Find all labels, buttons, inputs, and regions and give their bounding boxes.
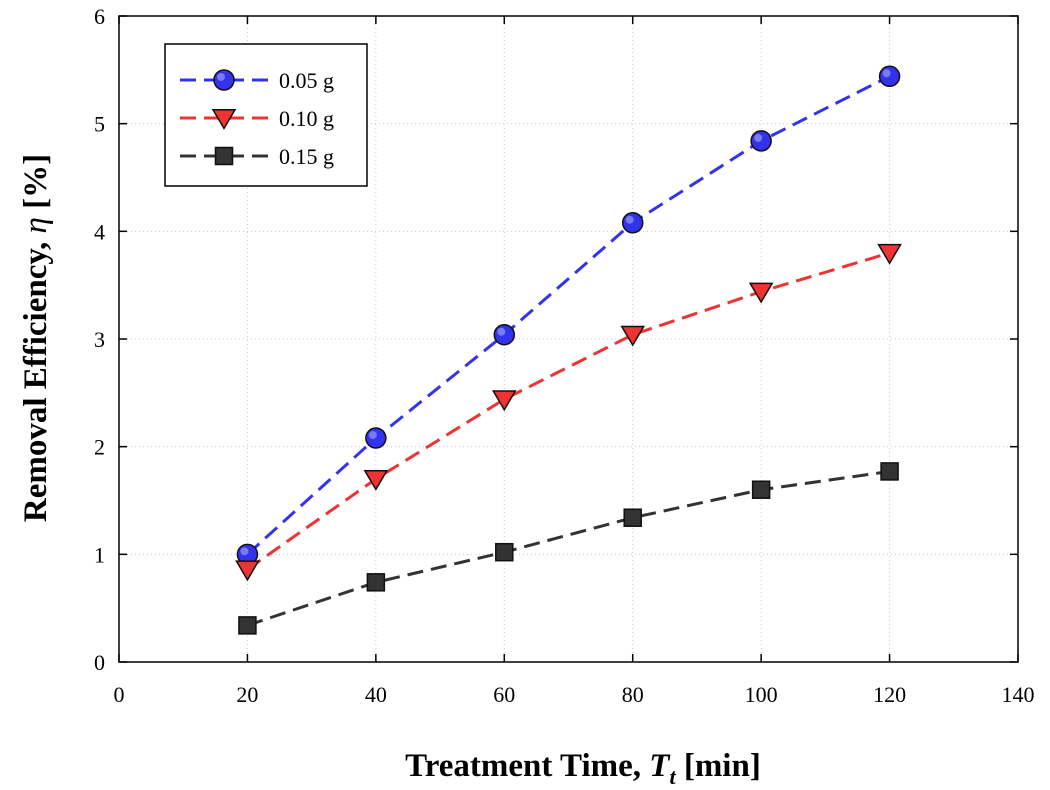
x-tick-label: 20 bbox=[236, 682, 258, 707]
marker-highlight bbox=[882, 69, 891, 78]
legend-label: 0.15 g bbox=[279, 144, 334, 169]
y-tick-label: 2 bbox=[94, 435, 105, 460]
data-point bbox=[235, 560, 260, 582]
x-tick-label: 40 bbox=[365, 682, 387, 707]
marker-shape bbox=[621, 211, 644, 234]
x-tick-label: 80 bbox=[622, 682, 644, 707]
marker-highlight bbox=[625, 215, 634, 224]
data-point bbox=[877, 243, 902, 265]
y-tick-label: 6 bbox=[94, 4, 105, 29]
series-line bbox=[246, 74, 891, 556]
series-0.05g bbox=[236, 65, 901, 566]
legend-item: 0.15 g bbox=[180, 144, 334, 169]
y-tick-label: 0 bbox=[94, 650, 105, 675]
y-axis-title-main: Removal Efficiency, bbox=[18, 233, 54, 522]
marker-shape bbox=[365, 427, 387, 449]
legend-marker bbox=[214, 146, 234, 166]
data-point bbox=[493, 323, 516, 346]
data-point bbox=[751, 480, 771, 499]
data-point bbox=[363, 469, 389, 491]
legend-item: 0.05 g bbox=[180, 68, 334, 93]
legend-label: 0.05 g bbox=[279, 68, 334, 93]
y-tick-label: 4 bbox=[94, 219, 105, 244]
legend-marker bbox=[213, 69, 235, 91]
x-tick-label: 0 bbox=[114, 682, 125, 707]
data-point bbox=[621, 211, 644, 234]
marker-highlight bbox=[497, 327, 506, 336]
series-layer bbox=[235, 65, 902, 635]
data-point bbox=[366, 573, 386, 592]
x-axis-title-variable: T bbox=[649, 748, 671, 784]
marker-shape bbox=[493, 323, 516, 346]
x-tick-label: 60 bbox=[493, 682, 515, 707]
x-axis-title-unit: [min] bbox=[676, 748, 761, 784]
legend-box bbox=[164, 43, 368, 187]
marker-shape bbox=[213, 69, 235, 91]
marker-highlight bbox=[217, 73, 225, 81]
data-point bbox=[880, 462, 899, 481]
series-0.10g bbox=[235, 243, 902, 582]
legend-item: 0.10 g bbox=[180, 106, 334, 131]
data-point bbox=[238, 616, 257, 635]
x-axis-title-main: Treatment Time, bbox=[405, 748, 649, 784]
x-axis-title-subscript: t bbox=[669, 764, 676, 789]
x-tick-label: 120 bbox=[873, 682, 906, 707]
data-point bbox=[620, 325, 646, 347]
y-tick-label: 3 bbox=[94, 327, 105, 352]
y-axis-title-unit: [%] bbox=[18, 154, 54, 217]
y-axis-title-variable: η bbox=[18, 217, 54, 233]
data-point bbox=[878, 65, 901, 88]
data-point bbox=[236, 543, 259, 566]
marker-highlight bbox=[754, 133, 763, 142]
data-point bbox=[491, 390, 517, 412]
y-tick-label: 5 bbox=[94, 112, 105, 137]
data-point bbox=[365, 427, 387, 449]
series-line bbox=[246, 469, 890, 627]
data-point bbox=[495, 542, 514, 562]
x-tick-label: 100 bbox=[745, 682, 778, 707]
marker-shape bbox=[750, 130, 772, 152]
data-point bbox=[748, 282, 774, 304]
y-tick-label: 1 bbox=[94, 542, 105, 567]
series-0.15g bbox=[238, 462, 899, 635]
legend-label: 0.10 g bbox=[279, 106, 334, 131]
y-axis-title: Removal Efficiency, η [%] bbox=[18, 154, 54, 522]
marker-highlight bbox=[240, 547, 249, 556]
x-axis-title: Treatment Time, Tt [min] bbox=[405, 748, 761, 789]
marker-highlight bbox=[368, 431, 377, 440]
data-point bbox=[623, 508, 642, 527]
x-tick-label: 140 bbox=[1002, 682, 1035, 707]
data-point bbox=[750, 130, 772, 152]
marker-shape bbox=[878, 65, 901, 88]
legend-marker bbox=[211, 109, 237, 130]
axis-ticks: 0 20 40 60 80 100 120 140 0 1 2 3 4 5 6 bbox=[94, 4, 1035, 707]
legend: 0.05 g 0.10 g 0.15 g bbox=[164, 43, 368, 187]
series-line bbox=[246, 251, 891, 571]
